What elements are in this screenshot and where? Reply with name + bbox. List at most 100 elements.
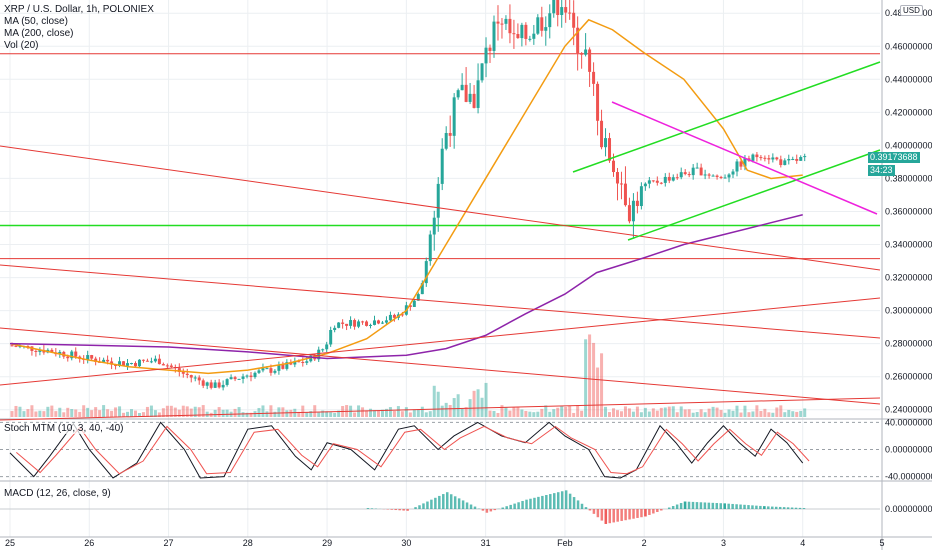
candle-body (699, 167, 703, 176)
x-tick-label: 29 (322, 538, 332, 548)
macd-histogram-bar (390, 509, 394, 510)
candle-body (452, 97, 456, 136)
volume-bar (257, 407, 261, 417)
volume-bar (735, 405, 739, 417)
volume-bar (532, 412, 536, 417)
macd-histogram-bar (370, 508, 374, 509)
macd-histogram-bar (446, 492, 449, 509)
candle-body (604, 138, 608, 148)
stoch-tick-label: -40.00000000 (885, 472, 932, 482)
candle-body (209, 382, 213, 388)
volume-bar (325, 411, 329, 417)
candle-body (321, 349, 325, 351)
macd-histogram-bar (545, 495, 548, 509)
volume-bar (94, 407, 98, 417)
candle-body (237, 378, 241, 380)
volume-bar (181, 405, 185, 417)
y-tick-label: 0.44000000 (885, 74, 932, 84)
macd-histogram-bar (675, 504, 679, 509)
volume-bar (10, 411, 14, 417)
volume-bar (50, 405, 54, 417)
candle-body (201, 380, 205, 386)
diagonal-trend-line (0, 327, 881, 405)
volume-bar (173, 407, 177, 417)
volume-bar (564, 406, 568, 417)
macd-histogram-bar (461, 500, 465, 509)
candle-body (365, 321, 369, 326)
candle-body (26, 345, 30, 347)
candle-body (118, 361, 122, 366)
macd-histogram-bar (394, 509, 397, 511)
currency-button[interactable]: USD (900, 5, 923, 16)
candle-body (345, 323, 349, 326)
macd-histogram-bar (418, 505, 421, 509)
candle-body (181, 372, 185, 374)
volume-bar (795, 411, 799, 417)
volume-bar (269, 405, 273, 417)
y-tick-label: 0.38000000 (885, 173, 932, 183)
macd-histogram-bar (767, 506, 770, 509)
macd-histogram-bar (525, 499, 528, 509)
legend: XRP / U.S. Dollar, 1h, POLONIEX MA (50, … (4, 4, 154, 52)
diagonal-trend-line (0, 145, 881, 271)
volume-bar (62, 412, 66, 417)
macd-histogram-bar (624, 509, 627, 521)
volume-bar (683, 409, 687, 417)
candle-body (102, 359, 106, 362)
stoch-line (9, 421, 804, 479)
y-tick-label: 0.30000000 (885, 306, 932, 316)
volume-bar (114, 407, 118, 417)
candle-body (269, 368, 273, 373)
macd-histogram-bar (521, 500, 524, 509)
candle-body (496, 21, 500, 24)
diagonal-trend-line (0, 297, 881, 386)
macd-histogram-bar (430, 499, 433, 509)
volume-bar (448, 405, 452, 417)
volume-bar (305, 412, 309, 417)
candle-body (14, 345, 18, 347)
volume-bar (631, 411, 635, 417)
candle-body (731, 171, 735, 175)
last-price-tag: 0.39173688 (868, 152, 920, 163)
volume-bar (137, 412, 141, 417)
volume-bar (608, 412, 612, 417)
volume-bar (779, 405, 783, 417)
volume-bar (317, 412, 321, 417)
y-tick-label: 0.46000000 (885, 41, 932, 51)
volume-bar (635, 406, 639, 417)
candle-body (799, 157, 803, 161)
volume-bar (464, 407, 468, 417)
y-tick-label: 0.34000000 (885, 240, 932, 250)
candle-body (659, 182, 663, 184)
volume-bar (38, 410, 42, 417)
y-tick-label: 0.24000000 (885, 405, 932, 415)
volume-bar (619, 411, 623, 417)
macd-histogram-bar (501, 507, 504, 509)
volume-bar (110, 410, 114, 417)
macd-histogram-bar (513, 503, 516, 509)
candle-body (400, 314, 404, 316)
candle-body (795, 158, 799, 161)
volume-bar (508, 410, 512, 417)
volume-bar (592, 342, 596, 417)
candle-body (540, 17, 544, 31)
volume-bar (66, 407, 70, 417)
volume-bar (384, 408, 388, 417)
volume-bar (301, 405, 305, 417)
macd-histogram-bar (600, 509, 604, 521)
volume-bar (185, 406, 189, 417)
macd-histogram-bar (576, 500, 580, 509)
volume-bar (297, 411, 301, 417)
candle-body (261, 368, 265, 371)
volume-bar (552, 409, 556, 417)
candle-body (576, 27, 580, 54)
volume-bar (428, 411, 432, 417)
volume-bar (496, 412, 500, 417)
volume-bar (675, 412, 679, 417)
x-tick-label: 5 (879, 538, 884, 548)
volume-bar (767, 412, 771, 417)
volume-bar (369, 408, 373, 417)
volume-bar (30, 405, 34, 417)
candle-body (464, 84, 468, 102)
